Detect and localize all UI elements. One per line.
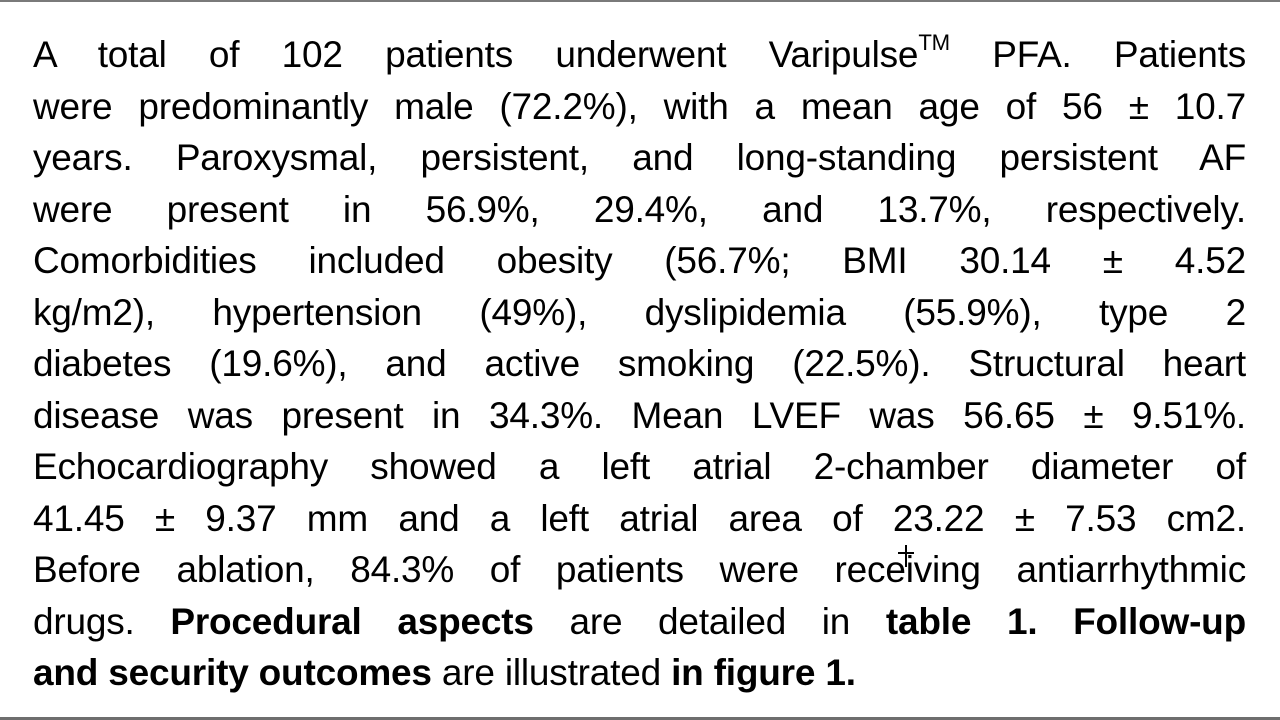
text-segment: 41.45 ± 9.37 mm and a left atrial area o… (33, 497, 1246, 539)
text-segment: disease was present in 34.3%. Mean LVEF … (33, 394, 1246, 436)
text-line: 41.45 ± 9.37 mm and a left atrial area o… (33, 493, 1246, 545)
text-segment: Comorbidities included obesity (56.7%; B… (33, 240, 1246, 281)
text-segment: diabetes (19.6%), and active smoking (22… (33, 343, 1246, 384)
cursor-icon (896, 545, 916, 567)
text-segment: are illustrated (431, 652, 672, 693)
text-segment: Echocardiography showed a left atrial 2-… (33, 446, 1246, 487)
text-line: A total of 102 patients underwent Varipu… (33, 29, 1246, 81)
document-paragraph: A total of 102 patients underwent Varipu… (33, 29, 1246, 699)
text-line: drugs. Procedural aspects are detailed i… (33, 596, 1246, 648)
text-line: and security outcomes are illustrated in… (33, 647, 1246, 699)
text-line: were predominantly male (72.2%), with a … (33, 81, 1246, 133)
bottom-border (0, 717, 1280, 720)
text-segment: are detailed in (533, 600, 886, 642)
text-segment: A total of 102 patients underwent Varipu… (33, 34, 919, 75)
top-border (0, 0, 1280, 2)
text-line: diabetes (19.6%), and active smoking (22… (33, 338, 1246, 390)
text-line: Comorbidities included obesity (56.7%; B… (33, 235, 1246, 287)
text-segment: kg/m2), hypertension (49%), dyslipidemia… (33, 291, 1246, 333)
text-line: kg/m2), hypertension (49%), dyslipidemia… (33, 287, 1246, 339)
text-segment: drugs. (33, 600, 171, 642)
text-line: disease was present in 34.3%. Mean LVEF … (33, 390, 1246, 442)
text-segment: were predominantly male (72.2%), with a … (33, 85, 1246, 127)
text-line: Echocardiography showed a left atrial 2-… (33, 441, 1246, 493)
text-segment: were present in 56.9%, 29.4%, and 13.7%,… (33, 188, 1246, 230)
bold-text: and security outcomes (33, 652, 432, 693)
bold-text: in figure 1. (671, 652, 856, 693)
bold-text: Procedural aspects (170, 600, 534, 642)
text-line: years. Paroxysmal, persistent, and long-… (33, 132, 1246, 184)
text-segment: years. Paroxysmal, persistent, and long-… (33, 137, 1246, 178)
text-segment: PFA. Patients (949, 34, 1246, 75)
text-segment: Before ablation, 84.3% of patients were … (33, 549, 1246, 590)
text-line: Before ablation, 84.3% of patients were … (33, 544, 1246, 596)
text-line: were present in 56.9%, 29.4%, and 13.7%,… (33, 184, 1246, 236)
bold-text: table 1. Follow-up (885, 600, 1246, 642)
trademark-superscript: TM (918, 30, 950, 56)
